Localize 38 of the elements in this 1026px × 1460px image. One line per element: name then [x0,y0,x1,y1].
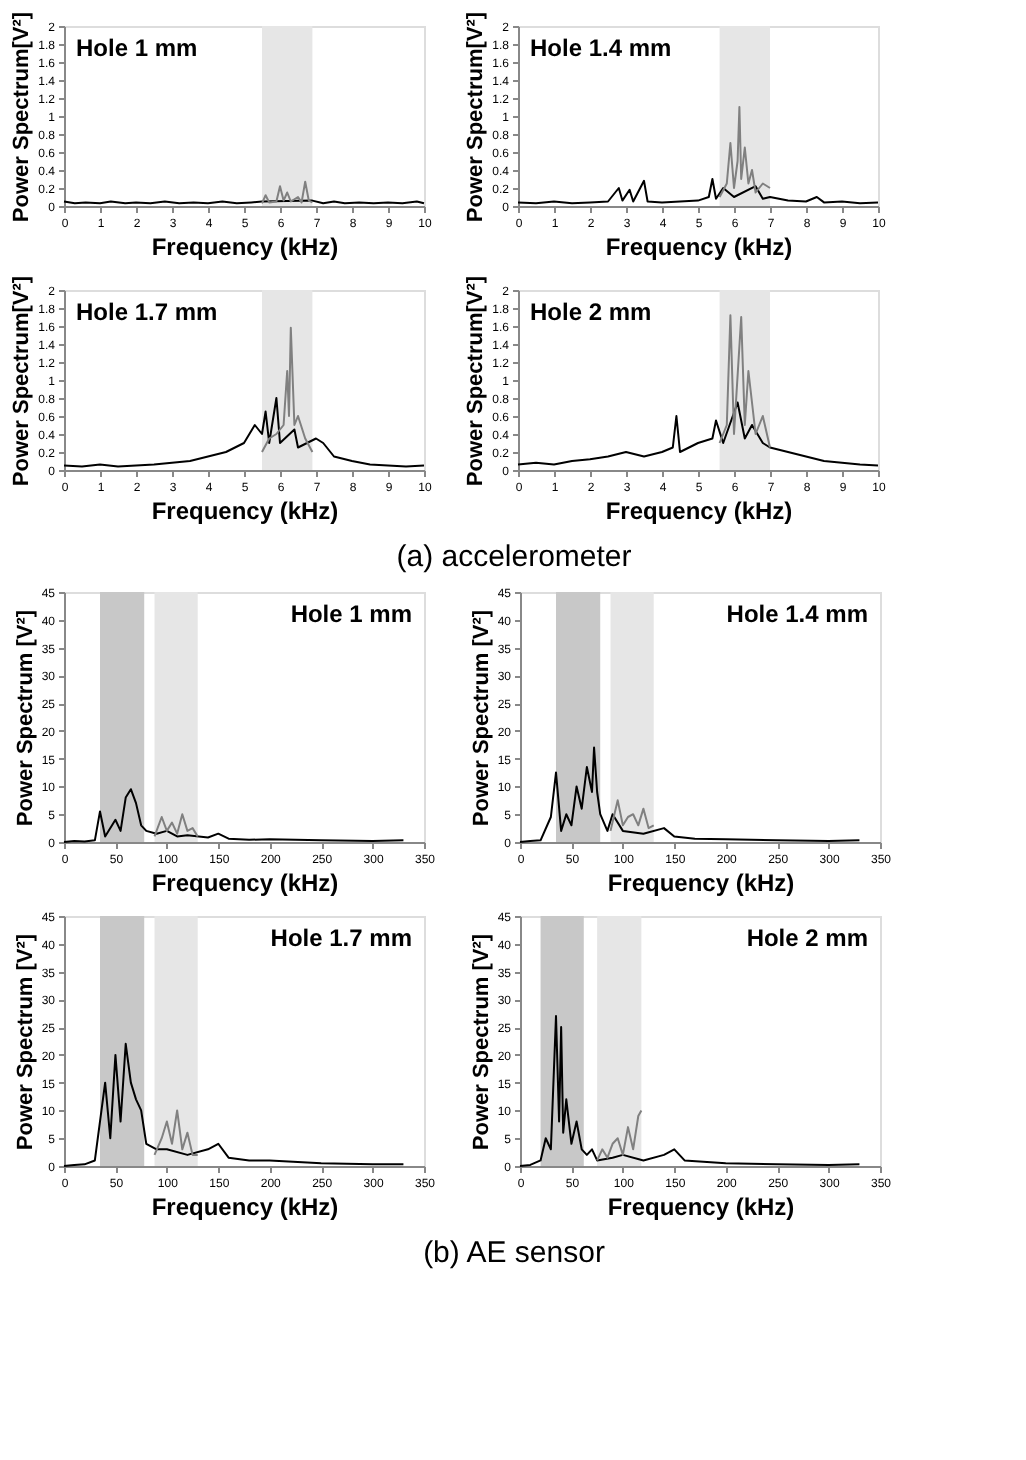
line-series [519,1015,861,1167]
y-axis-title: Power Spectrum[V²] [464,275,489,487]
y-axis-title: Power Spectrum[V²] [464,11,489,223]
line-series [261,326,314,453]
line-series [519,746,861,843]
line-series [153,1109,199,1156]
x-axis-title: Frequency (kHz) [607,869,795,897]
line-series [718,314,771,449]
y-axis-title: Power Spectrum [V²] [469,933,494,1151]
x-axis-title: Frequency (kHz) [605,497,793,525]
line-series [153,813,199,838]
text: (a) accelerometer [396,540,632,574]
y-axis-title: Power Spectrum [V²] [469,609,494,827]
chart-title: Hole 1.4 mm [726,600,868,628]
chart-title: Hole 2 mm [746,924,868,952]
x-axis-title: Frequency (kHz) [151,869,339,897]
line-series [596,1109,643,1162]
line-series [517,401,879,467]
chart-title: Hole 1 mm [290,600,412,628]
y-axis-title: Power Spectrum[V²] [10,11,35,223]
chart-title: Hole 1.7 mm [270,924,412,952]
x-axis-title: Frequency (kHz) [151,497,339,525]
chart-title: Hole 1 mm [76,34,198,62]
line-series [609,799,655,832]
line-series [63,788,405,843]
y-axis-title: Power Spectrum [V²] [13,609,38,827]
chart-title: Hole 1.7 mm [76,298,218,326]
x-axis-title: Frequency (kHz) [607,1193,795,1221]
x-axis-title: Frequency (kHz) [605,233,793,261]
text: (b) AE sensor [423,1236,605,1270]
y-axis-title: Power Spectrum[V²] [10,275,35,487]
x-axis-title: Frequency (kHz) [151,1193,339,1221]
x-axis-title: Frequency (kHz) [151,233,339,261]
line-series [718,106,771,198]
line-series [63,1042,405,1167]
y-axis-title: Power Spectrum [V²] [13,933,38,1151]
chart-title: Hole 1.4 mm [530,34,672,62]
chart-title: Hole 2 mm [530,298,652,326]
